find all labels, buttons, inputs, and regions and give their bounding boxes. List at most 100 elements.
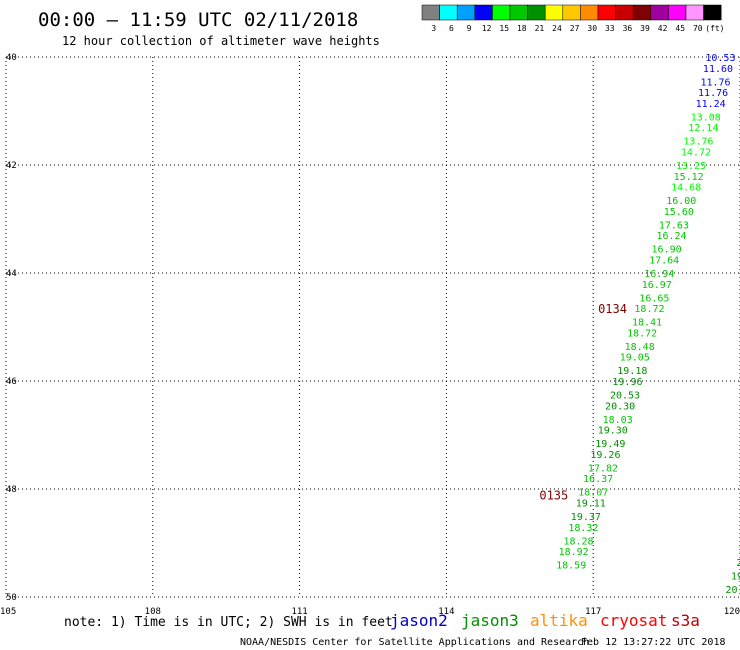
legend-swatch [632,4,652,21]
legend-swatch [509,4,528,21]
footer-note: note: 1) Time is in UTC; 2) SWH is in fe… [64,615,393,630]
legend-label: 70 [693,24,703,33]
wave-height-point: 20 [736,558,740,569]
wave-height-point: 18.92 [559,547,589,558]
legend-label: 21 [535,24,545,33]
wave-height-point: 12.14 [688,123,718,134]
wave-height-point: 11.76 [700,77,730,88]
wave-height-point: 19.30 [598,426,628,437]
legend-swatch [650,4,669,21]
time-label: 0135 [539,488,568,502]
wave-height-point: 20.53 [610,391,640,402]
wave-height-point: 15.12 [674,172,704,183]
legend-label: 30 [587,24,597,33]
legend-swatch [685,4,704,21]
wave-height-point: 16.37 [583,474,613,485]
x-tick-label: 120 [724,607,740,617]
wave-height-point: 11.76 [698,88,728,99]
wave-height-point: 19. [731,571,740,582]
wave-height-point: 19.05 [620,353,650,364]
wave-height-point: 16.24 [656,231,686,242]
wave-height-point: 20.30 [605,401,635,412]
legend-label: 18 [517,24,527,33]
wave-height-point: 19.26 [590,450,620,461]
wave-height-point: 17.64 [649,256,679,267]
legend-label: 33 [605,24,615,33]
legend-swatch [544,4,564,21]
satellite-label: jason3 [461,611,519,630]
wave-height-point: 16.90 [652,245,682,256]
wave-height-point: 19.11 [576,499,606,510]
wave-height-point: 20 [739,544,740,555]
x-tick-label: 111 [291,607,307,617]
legend-swatch [597,4,616,21]
satellite-label: cryosat [600,611,667,630]
legend-label: 45 [675,24,685,33]
wave-height-point: 16.97 [642,280,672,291]
legend-label: 3 [431,24,436,33]
legend-label: 36 [623,24,633,33]
wave-height-point: 18.59 [556,561,586,572]
wave-height-point: 16.65 [639,293,669,304]
legend-label: 24 [552,24,562,33]
legend-label: 39 [640,24,650,33]
wave-height-point: 16.94 [644,269,674,280]
timestamp-text: Feb 12 13:27:22 UTC 2018 [581,637,726,648]
x-tick-label: 105 [0,607,16,617]
color-legend: 3 6 9 12 15 18 21 24 27 30 33 36 39 42 45 70 (ft) [421,4,724,33]
legend-swatch [421,4,440,21]
legend-swatch [456,4,476,21]
wave-height-point: 18.07 [578,488,608,499]
legend-swatch [615,4,634,21]
wave-height-point: 15.60 [664,207,694,218]
wave-height-point: 18.03 [603,415,633,426]
y-tick-label: 48 [6,485,17,495]
wave-height-point: 18.32 [568,523,598,534]
satellite-label: s3a [671,611,700,630]
wave-height-point: 17.82 [588,463,618,474]
wave-height-point: 19.18 [617,366,647,377]
credit-text: NOAA/NESDIS Center for Satellite Applica… [240,637,589,648]
wave-height-point: 13.25 [676,161,706,172]
wave-height-point: 13.76 [683,137,713,148]
satellite-legend: jason2 jason3 altika cryosat s3a [390,611,700,630]
wave-height-point: 13.08 [691,112,721,123]
y-tick-label: 46 [6,377,17,387]
legend-label: 42 [658,24,668,33]
wave-height-point: 18.41 [632,318,662,329]
wave-height-point: 18.72 [634,304,664,315]
wave-height-point: 11.24 [696,99,726,110]
chart-subtitle: 12 hour collection of altimeter wave hei… [62,34,380,48]
wave-height-point: 18.72 [627,328,657,339]
wave-height-point: 10.53 [705,53,735,64]
legend-swatch [703,4,722,21]
legend-swatch [562,4,581,21]
legend-swatch [474,4,493,21]
wave-height-point: 14.72 [681,148,711,159]
legend-swatch [668,4,687,21]
time-label: 0134 [598,302,627,316]
legend-swatch [527,4,546,21]
legend-swatch [492,4,511,21]
wave-height-point: 18.28 [563,536,593,547]
legend-label: 27 [570,24,580,33]
y-tick-label: 50 [6,593,17,603]
y-tick-label: 40 [6,53,17,63]
wave-height-point: 19.49 [595,439,625,450]
legend-swatch [580,4,599,21]
wave-height-point: 18.48 [625,342,655,353]
wave-height-point: 17.63 [659,220,689,231]
legend-label: 15 [499,24,509,33]
wave-height-point: 19.96 [612,377,642,388]
chart-title: 00:00 – 11:59 UTC 02/11/2018 [38,9,358,31]
wave-height-point: 11.60 [703,64,733,75]
wave-height-point: 19.37 [571,512,601,523]
legend-swatch [439,4,458,21]
wave-height-point: 20.6 [726,585,740,596]
satellite-label: jason2 [390,611,448,630]
x-tick-label: 108 [145,607,161,617]
x-tick-label: 114 [438,607,454,617]
wave-height-point: 16.00 [666,196,696,207]
legend-label: 12 [482,24,492,33]
